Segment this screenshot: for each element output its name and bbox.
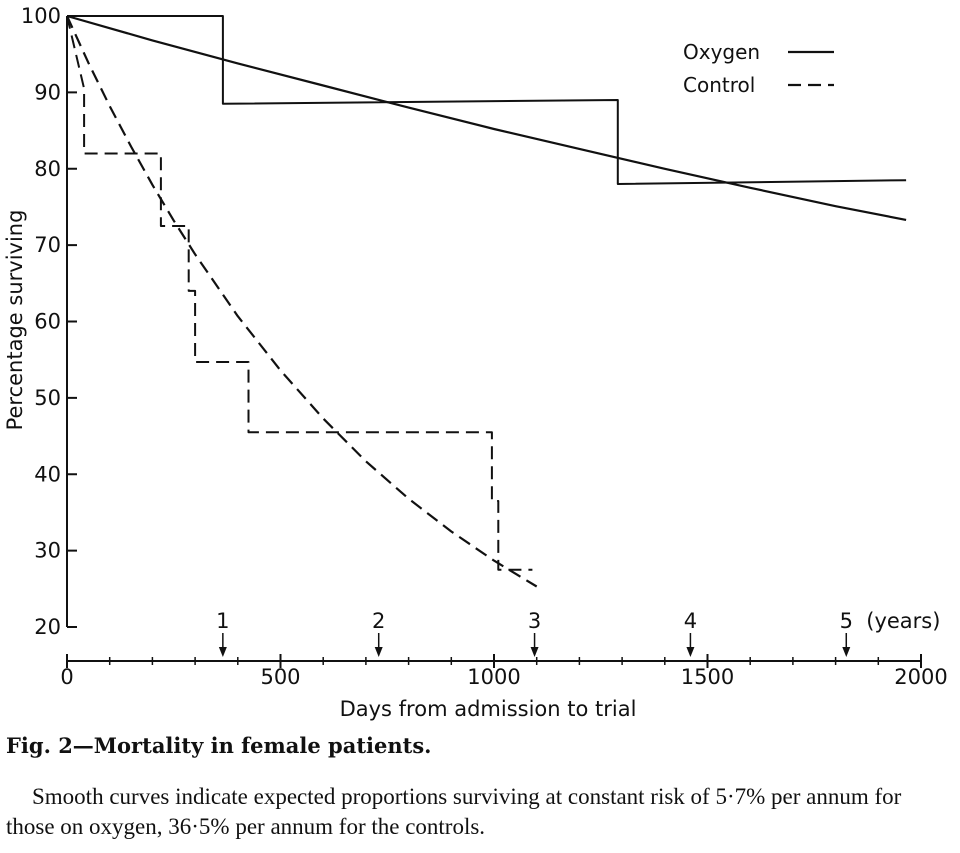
legend-label-control: Control — [683, 73, 755, 97]
year-marker-arrowhead — [218, 647, 227, 657]
legend-label-oxygen: Oxygen — [683, 40, 760, 64]
y-tick-label: 20 — [34, 615, 61, 639]
y-tick-label: 100 — [21, 4, 61, 28]
year-marker-arrowhead — [686, 647, 695, 657]
y-tick-label: 80 — [34, 157, 61, 181]
series-control-smooth — [65, 15, 538, 588]
y-tick-label: 70 — [34, 233, 61, 257]
series-layer — [65, 14, 907, 588]
x-tick-label: 1000 — [467, 665, 520, 689]
figure-caption-title: Fig. 2—Mortality in female patients. — [6, 733, 432, 758]
series-oxygen-smooth — [66, 14, 907, 221]
y-tick-label: 40 — [34, 462, 61, 486]
year-marker-label: 5 — [840, 609, 853, 633]
year-marker-label: 2 — [372, 609, 385, 633]
y-tick-label: 60 — [34, 310, 61, 334]
year-marker-arrowhead — [842, 647, 851, 657]
year-marker-label: 3 — [528, 609, 541, 633]
year-marker-label: 4 — [684, 609, 697, 633]
year-marker-arrowhead — [374, 647, 383, 657]
x-tick-label: 500 — [260, 665, 300, 689]
x-tick-label: 1500 — [681, 665, 734, 689]
figure-caption-body: Smooth curves indicate expected proporti… — [6, 784, 902, 839]
y-tick-label: 90 — [34, 80, 61, 104]
x-tick-label: 2000 — [894, 665, 947, 689]
y-tick-label: 50 — [34, 386, 61, 410]
year-marker-arrowhead — [530, 647, 539, 657]
year-unit-label: (years) — [866, 609, 940, 633]
x-axis-label: Days from admission to trial — [340, 697, 637, 721]
year-marker-label: 1 — [216, 609, 229, 633]
series-oxygen-step — [67, 15, 907, 185]
y-axis-label: Percentage surviving — [3, 210, 27, 431]
y-tick-label: 30 — [34, 539, 61, 563]
x-tick-label: 0 — [60, 665, 73, 689]
series-control-step — [66, 15, 533, 571]
legend: Oxygen Control — [683, 40, 834, 97]
